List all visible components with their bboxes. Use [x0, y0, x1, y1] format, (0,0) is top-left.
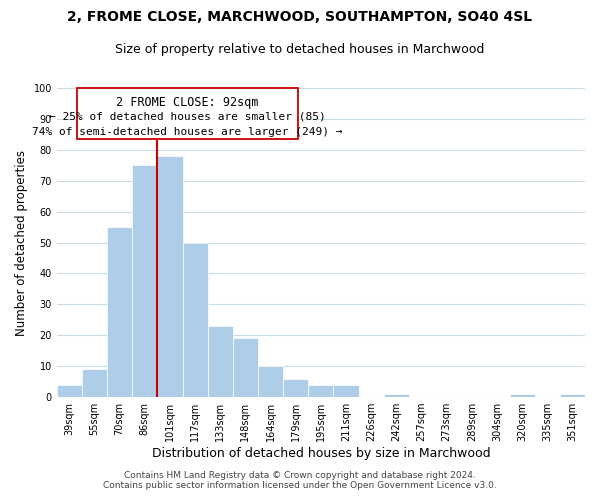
Bar [308, 384, 334, 397]
Bar [57, 384, 82, 397]
Y-axis label: Number of detached properties: Number of detached properties [15, 150, 28, 336]
X-axis label: Distribution of detached houses by size in Marchwood: Distribution of detached houses by size … [152, 447, 490, 460]
Text: Size of property relative to detached houses in Marchwood: Size of property relative to detached ho… [115, 42, 485, 56]
Bar [334, 384, 359, 397]
Bar [107, 227, 132, 397]
Bar [208, 326, 233, 397]
Text: 2, FROME CLOSE, MARCHWOOD, SOUTHAMPTON, SO40 4SL: 2, FROME CLOSE, MARCHWOOD, SOUTHAMPTON, … [67, 10, 533, 24]
Bar [509, 394, 535, 397]
Bar [258, 366, 283, 397]
Text: 74% of semi-detached houses are larger (249) →: 74% of semi-detached houses are larger (… [32, 126, 343, 136]
Text: Contains HM Land Registry data © Crown copyright and database right 2024.
Contai: Contains HM Land Registry data © Crown c… [103, 470, 497, 490]
Bar [182, 242, 208, 397]
Bar [233, 338, 258, 397]
Bar [384, 394, 409, 397]
Bar [82, 370, 107, 397]
Bar [283, 378, 308, 397]
Bar [560, 394, 585, 397]
Bar [157, 156, 182, 397]
Text: ← 25% of detached houses are smaller (85): ← 25% of detached houses are smaller (85… [49, 111, 326, 121]
Text: 2 FROME CLOSE: 92sqm: 2 FROME CLOSE: 92sqm [116, 96, 259, 108]
Bar [132, 166, 157, 397]
FancyBboxPatch shape [77, 88, 298, 139]
